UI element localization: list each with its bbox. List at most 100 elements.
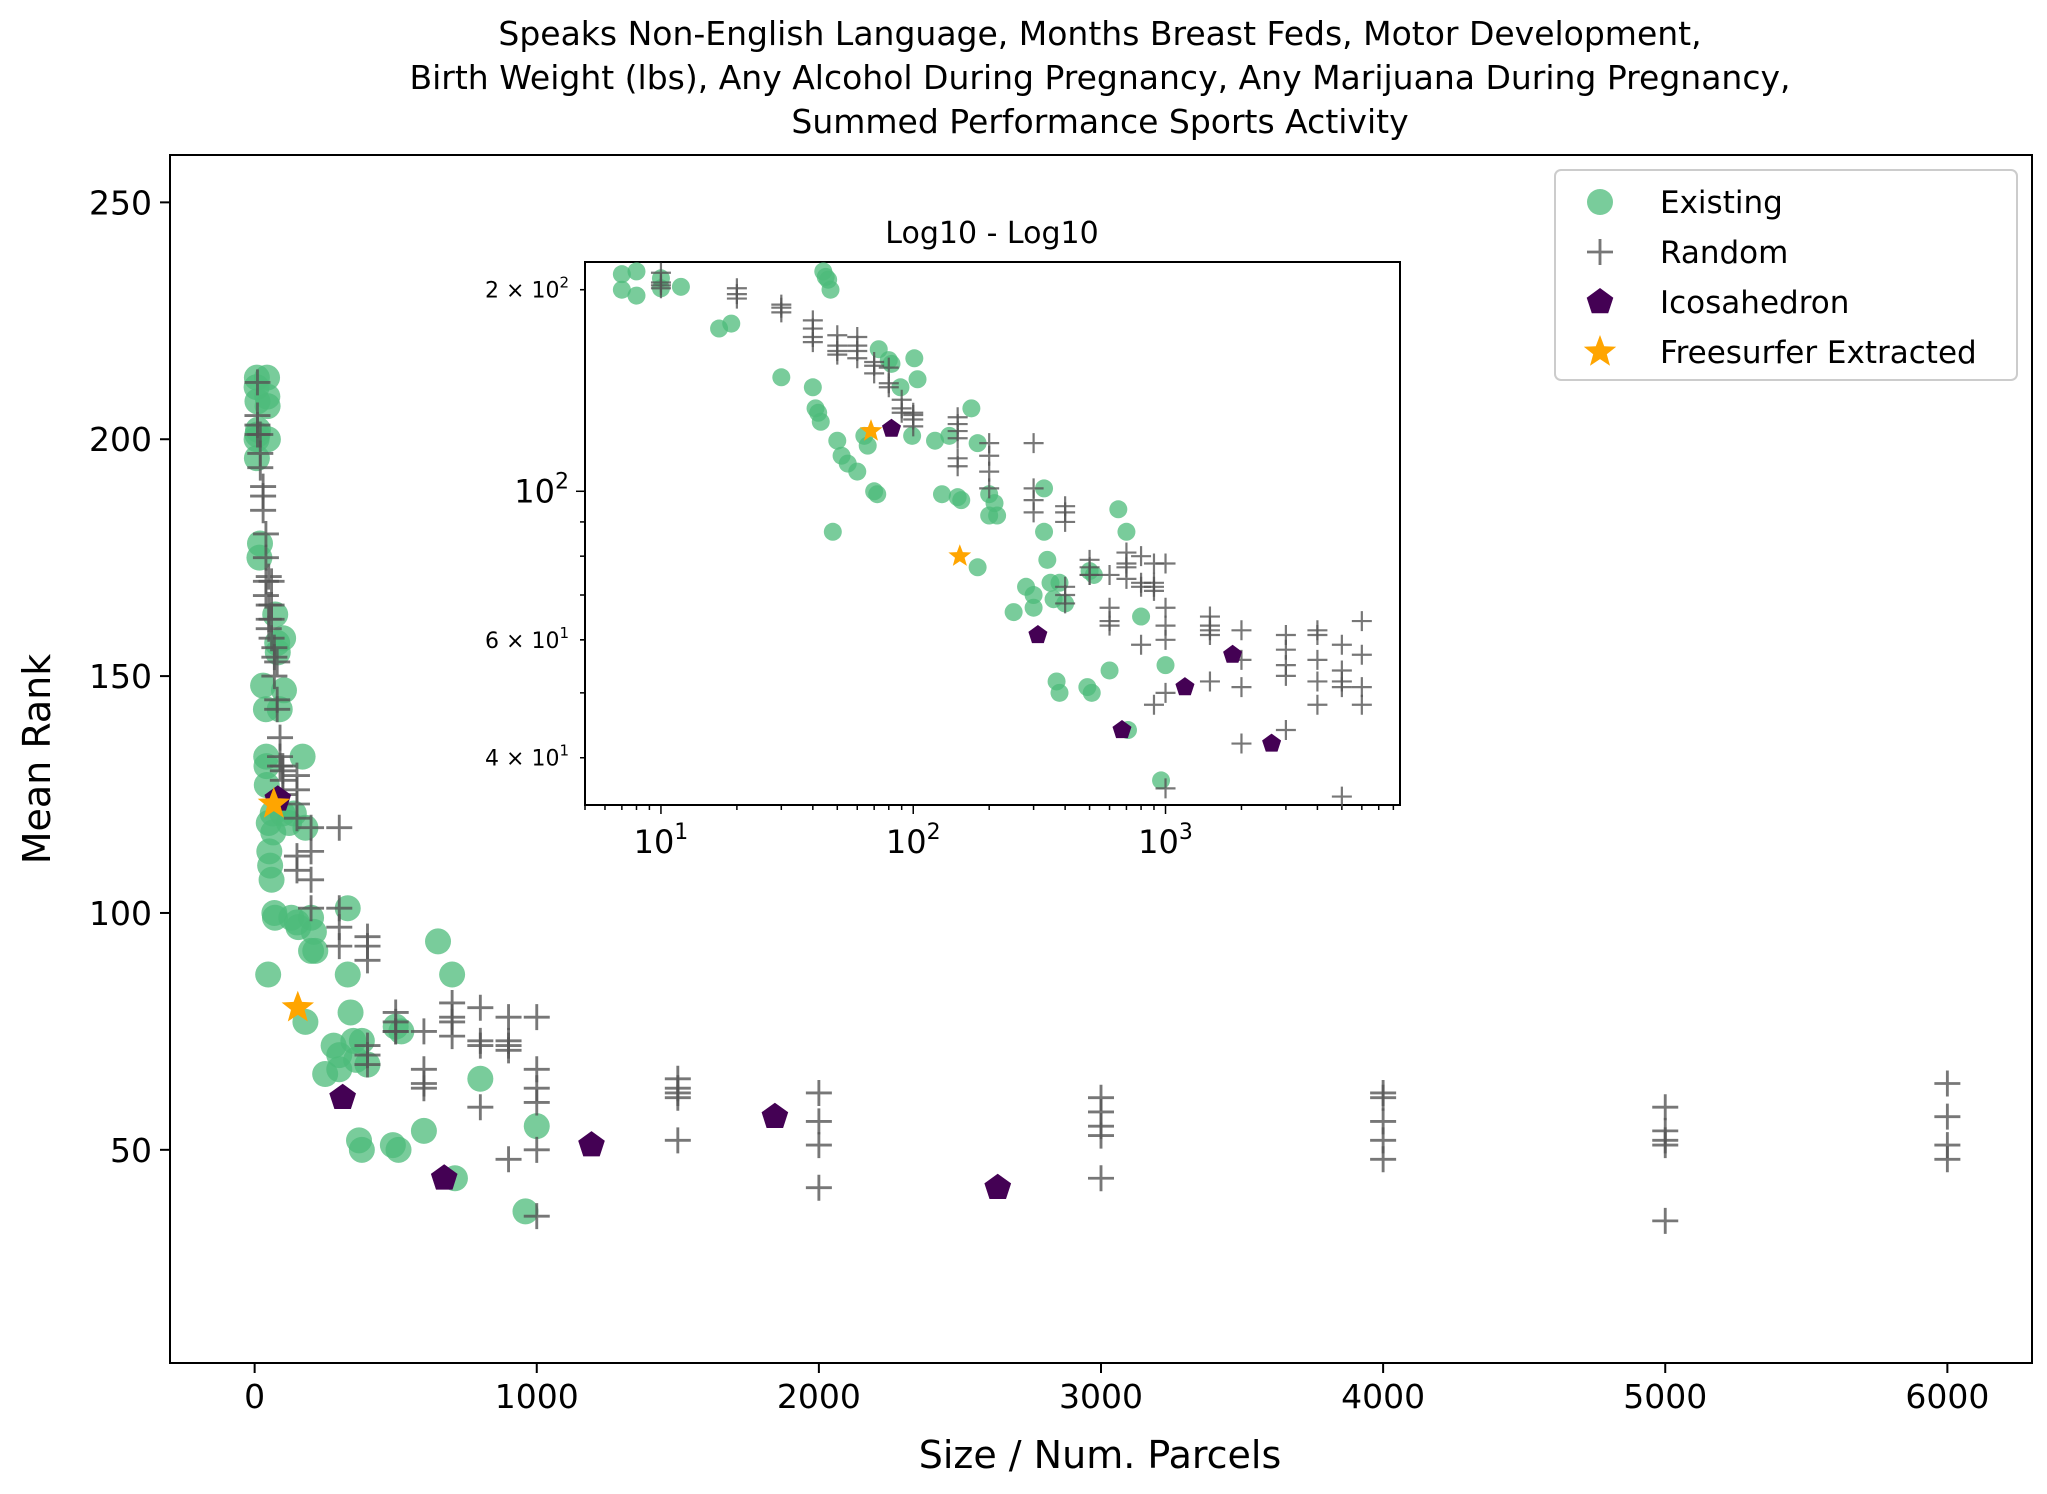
inset-y-ticks: 4 × 101 6 × 101 102 2 × 102 [485,274,585,772]
inset-random-point [1351,611,1372,632]
random-point [298,866,325,893]
inset-x-ticks: 101 102 103 [584,805,1395,861]
random-point [283,857,310,884]
random-point [467,1032,494,1059]
inset-random-point [903,416,924,437]
inset-random-point [979,445,1000,466]
inset-icosahedron-point [1175,677,1195,696]
random-point [1934,1070,1961,1097]
existing-point [348,1027,375,1054]
existing-point [467,1065,494,1092]
inset-data-marks [612,262,1372,807]
inset-random-point [827,344,848,365]
inset-random-point [1307,694,1328,715]
inset-existing-point [627,262,646,281]
inset-random-point [1155,778,1176,799]
inset-existing-point [905,349,924,368]
random-point [805,1108,832,1135]
x-tick-label: 3000 [1059,1377,1143,1416]
random-point [326,814,353,841]
legend-icosahedron-label: Icosahedron [1660,285,1849,321]
x-tick-label: 5000 [1623,1377,1707,1416]
inset-existing-point [1024,598,1043,617]
inset-plot-frame [584,261,1401,806]
inset-icosahedron-point [1112,720,1132,739]
icosahedron-point [430,1164,458,1190]
y-tick-label: 250 [89,183,152,222]
icosahedron-point [761,1102,789,1128]
random-point [382,1018,409,1045]
random-point [298,895,325,922]
inset-random-point [1307,649,1328,670]
inset-random-point [1116,568,1137,589]
random-point [326,933,353,960]
legend-icosahedron-marker [1586,288,1614,314]
inset-random-point [864,363,885,384]
random-point [261,663,288,690]
inset-random-point [1155,682,1176,703]
inset-random-point [947,456,968,477]
legend-random-marker [1587,239,1613,265]
inset-random-point [1275,665,1296,686]
inset-random-point [1099,564,1120,585]
random-point [354,1051,381,1078]
inset-existing-point [968,558,987,577]
inset-x-tick-label: 102 [886,820,941,861]
inset-existing-point [722,314,741,333]
existing-point [254,393,281,420]
inset-random-point [726,288,747,309]
random-point [467,1094,494,1121]
inset-existing-point [926,431,945,450]
random-point [410,1075,437,1102]
random-point [495,1146,522,1173]
chart-title-line: Birth Weight (lbs), Any Alcohol During P… [409,58,1790,97]
existing-point [439,961,466,988]
x-tick-label: 2000 [777,1377,861,1416]
inset-existing-point [903,426,922,445]
x-tick-label: 1000 [495,1377,579,1416]
inset-random-point [1351,644,1372,665]
x-tick-label: 6000 [1905,1377,1989,1416]
random-point [495,1004,522,1031]
inset-random-point [1023,502,1044,523]
inset-existing-point [803,378,822,397]
inset-random-point [771,302,792,323]
inset-existing-point [627,286,646,305]
inset-existing-point [811,412,830,431]
inset-random-point [1331,634,1352,655]
inset-existing-point [962,399,981,418]
inset-existing-point [1035,522,1054,541]
inset-existing-point [1132,607,1151,626]
random-point [523,1089,550,1116]
inset-random-point [1331,786,1352,807]
inset-random-point [1199,671,1220,692]
random-point [264,648,291,675]
random-point [664,1084,691,1111]
inset-y-tick-label: 2 × 102 [485,274,569,304]
random-point [1652,1094,1679,1121]
existing-point [253,753,280,780]
inset-random-point [1199,625,1220,646]
inset-existing-point [612,265,631,284]
legend: Existing Random Icosahedron Freesurfer Extr… [1554,169,2018,381]
y-tick-label: 100 [89,894,152,933]
random-point [1370,1084,1397,1111]
inset-random-point [1143,580,1164,601]
inset-icosahedron-point [882,418,901,437]
random-point [495,1037,522,1064]
legend-random-label: Random [1660,235,1788,271]
y-axis-label: Mean Rank [15,654,59,865]
existing-point [425,928,452,955]
inset-random-point [947,428,968,449]
random-point [664,1127,691,1154]
existing-point [254,364,281,391]
inset-existing-point [858,436,877,455]
random-point [805,1174,832,1201]
inset-random-point [1307,625,1328,646]
random-point [258,568,285,595]
icosahedron-point [984,1173,1012,1199]
existing-point [410,1117,437,1144]
inset-existing-point [821,280,840,299]
inset-existing-point [823,522,842,541]
inset-icosahedron-point [1262,733,1282,752]
